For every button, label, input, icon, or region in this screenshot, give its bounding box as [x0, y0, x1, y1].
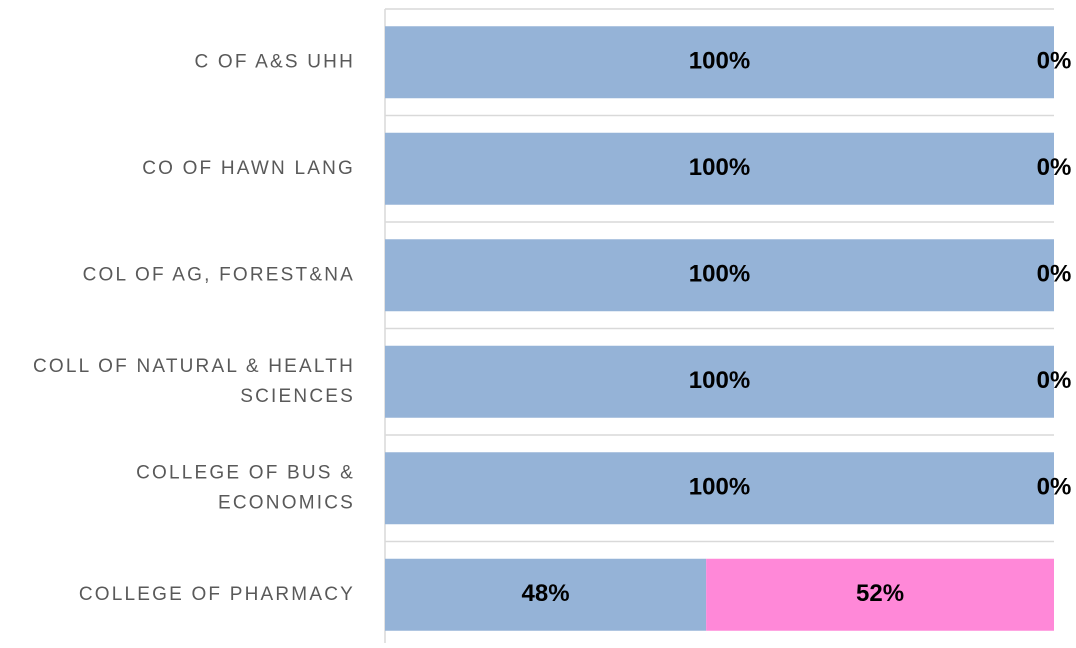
data-label: 100%: [689, 261, 750, 288]
data-label: 100%: [689, 367, 750, 394]
data-label: 100%: [689, 154, 750, 181]
data-label: 0%: [1037, 261, 1072, 288]
y-tick-label: CO OF HAWN LANG: [142, 158, 355, 179]
data-label: 100%: [689, 48, 750, 75]
data-label: 0%: [1037, 154, 1072, 181]
bar-segment: [385, 452, 1054, 525]
y-tick-label: COLL OF NATURAL & HEALTH SCIENCES: [33, 356, 355, 407]
bar-segment: [385, 558, 707, 631]
y-tick-label: COLLEGE OF PHARMACY: [79, 584, 355, 605]
bar-segment: [385, 345, 1054, 418]
bar-segment: [385, 26, 1054, 99]
data-label: 48%: [522, 580, 570, 607]
bar-segment: [385, 132, 1054, 205]
bar-segment: [385, 239, 1054, 312]
data-label: 100%: [689, 474, 750, 501]
data-label: 0%: [1037, 367, 1072, 394]
y-tick-label: COLLEGE OF BUS & ECONOMICS: [136, 462, 355, 513]
data-label: 52%: [856, 580, 904, 607]
y-tick-label: COL OF AG, FOREST&NA: [83, 264, 355, 285]
data-label: 0%: [1037, 48, 1072, 75]
y-tick-label: C OF A&S UHH: [195, 51, 355, 72]
data-label: 0%: [1037, 474, 1072, 501]
bar-segment: [706, 558, 1054, 631]
